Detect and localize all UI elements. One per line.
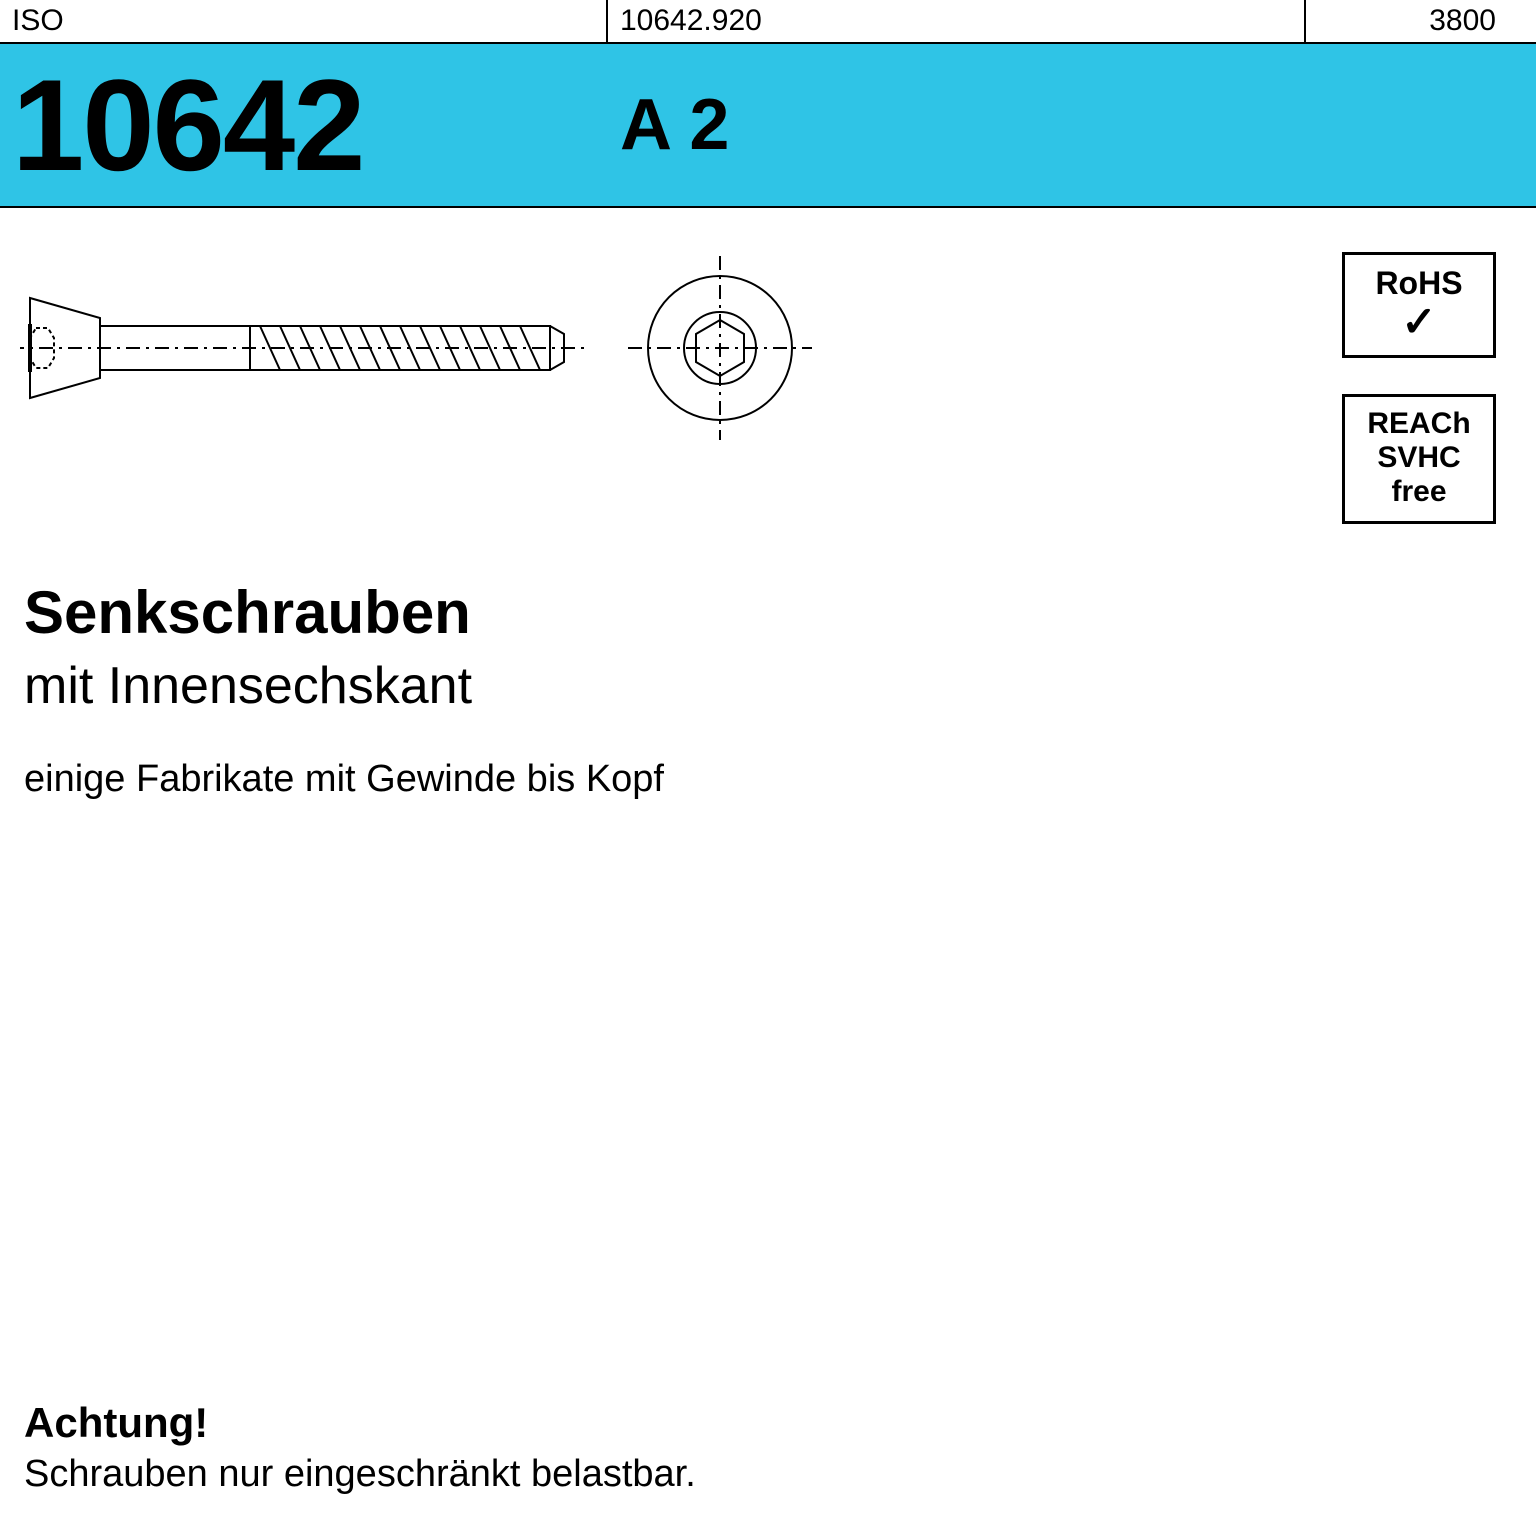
header-row: ISO 10642.920 3800 xyxy=(0,0,1536,44)
reach-line3: free xyxy=(1345,475,1493,509)
material-code: A 2 xyxy=(608,84,729,166)
screw-diagram xyxy=(20,248,860,488)
warning-heading: Achtung! xyxy=(24,1399,696,1447)
diagram-area: RoHS ✓ REACh SVHC free xyxy=(0,208,1536,548)
reach-line1: REACh xyxy=(1345,407,1493,441)
warning-block: Achtung! Schrauben nur eingeschränkt bel… xyxy=(24,1399,696,1496)
reach-badge: REACh SVHC free xyxy=(1342,394,1496,524)
product-note: einige Fabrikate mit Gewinde bis Kopf xyxy=(24,758,1536,801)
rohs-label: RoHS xyxy=(1345,265,1493,301)
header-center: 10642.920 xyxy=(608,0,1306,42)
product-title-1: Senkschrauben xyxy=(24,578,1536,648)
header-right: 3800 xyxy=(1306,0,1536,42)
title-band: 10642 A 2 xyxy=(0,44,1536,208)
compliance-badges: RoHS ✓ REACh SVHC free xyxy=(1342,252,1496,524)
rohs-badge: RoHS ✓ xyxy=(1342,252,1496,358)
description-block: Senkschrauben mit Innensechskant einige … xyxy=(0,578,1536,801)
warning-text: Schrauben nur eingeschränkt belastbar. xyxy=(24,1453,696,1496)
check-icon: ✓ xyxy=(1345,301,1493,343)
standard-code: 10642 xyxy=(0,50,608,200)
reach-line2: SVHC xyxy=(1345,441,1493,475)
product-title-2: mit Innensechskant xyxy=(24,654,1536,718)
header-left: ISO xyxy=(0,0,608,42)
